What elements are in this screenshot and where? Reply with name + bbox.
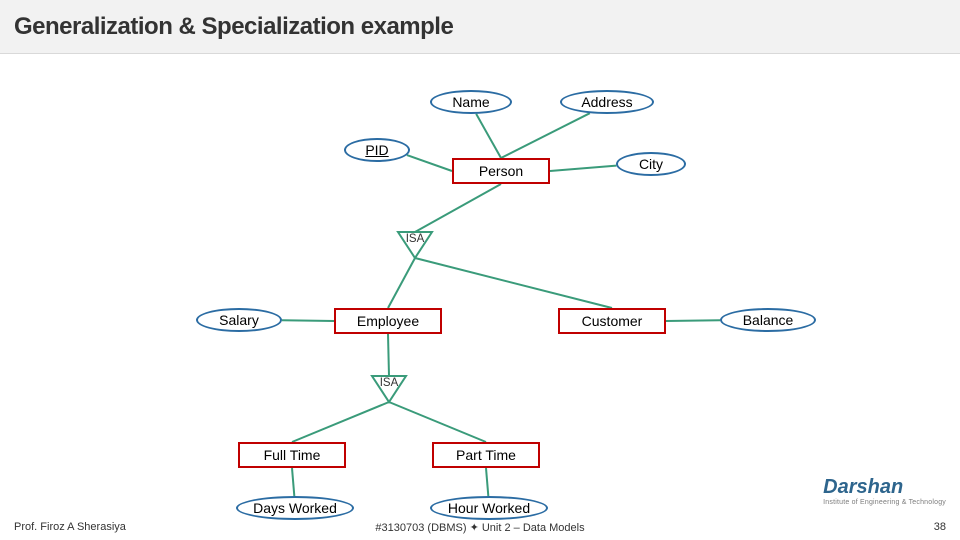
page-number: 38 (934, 521, 946, 533)
entity-person: Person (452, 158, 550, 184)
diagram-stage: Person Employee Customer Full Time Part Time… (0, 54, 960, 514)
attr-balance: Balance (720, 308, 816, 332)
edge (476, 114, 501, 158)
attr-address: Address (560, 90, 654, 114)
edge (550, 166, 616, 171)
logo-text: Darshan (823, 476, 903, 498)
entity-employee: Employee (334, 308, 442, 334)
footer-course: #3130703 (DBMS) ✦ Unit 2 – Data Models (375, 521, 584, 534)
attr-city: City (616, 152, 686, 176)
slide-header: Generalization & Specialization example (0, 0, 960, 54)
attr-name: Name (430, 90, 512, 114)
slide-title: Generalization & Specialization example (14, 13, 453, 41)
edge (415, 184, 501, 232)
edge (282, 320, 334, 321)
slide-footer: Prof. Firoz A Sherasiya #3130703 (DBMS) … (0, 514, 960, 540)
entity-fulltime: Full Time (238, 442, 346, 468)
entity-customer: Customer (558, 308, 666, 334)
edge (388, 258, 415, 308)
edge (388, 334, 389, 376)
edge (501, 113, 590, 158)
edge (666, 320, 720, 321)
isa-label-isa1: ISA (398, 233, 432, 245)
attr-pid: PID (344, 138, 410, 162)
edge (407, 155, 452, 171)
institute-logo: Darshan Institute of Engineering & Techn… (823, 476, 946, 506)
edge (292, 468, 294, 496)
edge (292, 402, 389, 442)
edge (389, 402, 486, 442)
entity-parttime: Part Time (432, 442, 540, 468)
logo-subtext: Institute of Engineering & Technology (823, 499, 946, 506)
footer-author: Prof. Firoz A Sherasiya (14, 521, 126, 533)
edge (415, 258, 612, 308)
attr-salary: Salary (196, 308, 282, 332)
edge (486, 468, 488, 496)
isa-label-isa2: ISA (372, 377, 406, 389)
